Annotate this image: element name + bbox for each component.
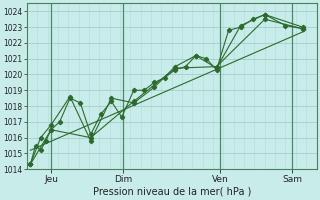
- X-axis label: Pression niveau de la mer( hPa ): Pression niveau de la mer( hPa ): [92, 187, 251, 197]
